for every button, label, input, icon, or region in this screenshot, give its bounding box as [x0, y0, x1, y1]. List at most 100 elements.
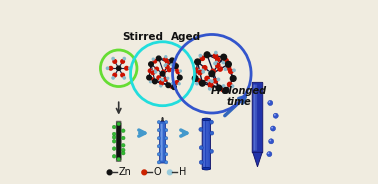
Circle shape	[160, 79, 161, 80]
Circle shape	[153, 60, 156, 63]
FancyBboxPatch shape	[116, 121, 122, 162]
Circle shape	[161, 79, 164, 81]
Circle shape	[112, 57, 114, 60]
Circle shape	[160, 85, 162, 87]
Circle shape	[217, 65, 220, 67]
FancyBboxPatch shape	[116, 121, 122, 162]
Circle shape	[175, 81, 179, 84]
Circle shape	[222, 85, 225, 87]
Circle shape	[160, 81, 163, 84]
Circle shape	[270, 126, 276, 131]
Circle shape	[218, 67, 222, 71]
Circle shape	[164, 145, 168, 148]
Circle shape	[112, 77, 114, 79]
Circle shape	[180, 70, 181, 72]
Circle shape	[203, 66, 207, 70]
Circle shape	[199, 54, 201, 57]
Circle shape	[167, 67, 169, 68]
Circle shape	[195, 59, 200, 65]
FancyBboxPatch shape	[206, 121, 208, 167]
Circle shape	[112, 132, 116, 136]
Circle shape	[274, 114, 276, 116]
Circle shape	[205, 76, 209, 81]
Circle shape	[109, 66, 113, 70]
FancyBboxPatch shape	[208, 121, 210, 167]
Circle shape	[121, 129, 125, 132]
FancyBboxPatch shape	[203, 121, 205, 167]
Circle shape	[271, 127, 273, 128]
FancyBboxPatch shape	[252, 82, 263, 153]
Circle shape	[121, 148, 125, 152]
Circle shape	[166, 61, 169, 64]
Circle shape	[121, 73, 124, 77]
Circle shape	[200, 56, 204, 61]
Circle shape	[153, 79, 157, 84]
Circle shape	[199, 146, 203, 150]
Circle shape	[117, 157, 121, 161]
Text: Zn: Zn	[119, 167, 132, 177]
Circle shape	[178, 75, 182, 80]
Text: Prolonged
time: Prolonged time	[211, 86, 267, 107]
Circle shape	[166, 83, 170, 88]
Circle shape	[209, 84, 213, 88]
Circle shape	[160, 72, 162, 74]
Circle shape	[152, 58, 154, 60]
FancyBboxPatch shape	[161, 124, 163, 161]
Circle shape	[157, 128, 161, 132]
Circle shape	[176, 70, 180, 74]
Circle shape	[157, 76, 160, 79]
Circle shape	[164, 65, 166, 66]
FancyBboxPatch shape	[116, 121, 121, 162]
Circle shape	[112, 125, 116, 129]
Circle shape	[129, 67, 131, 69]
Circle shape	[200, 80, 205, 86]
Circle shape	[112, 139, 116, 143]
Circle shape	[198, 70, 202, 75]
Circle shape	[268, 152, 270, 154]
Circle shape	[231, 85, 234, 87]
Circle shape	[197, 79, 201, 83]
Circle shape	[152, 70, 154, 72]
Circle shape	[210, 131, 214, 135]
Circle shape	[199, 128, 203, 131]
FancyBboxPatch shape	[116, 121, 121, 162]
Circle shape	[220, 87, 225, 91]
Circle shape	[160, 82, 163, 85]
Circle shape	[106, 67, 108, 69]
Circle shape	[164, 128, 168, 132]
Circle shape	[169, 84, 173, 88]
Circle shape	[157, 137, 161, 140]
Circle shape	[157, 161, 161, 164]
Circle shape	[155, 71, 156, 73]
Circle shape	[117, 122, 121, 126]
Circle shape	[178, 83, 180, 85]
Circle shape	[149, 62, 153, 66]
Circle shape	[125, 66, 129, 70]
Circle shape	[229, 69, 233, 73]
Circle shape	[164, 153, 168, 156]
Circle shape	[268, 101, 270, 103]
Circle shape	[215, 57, 220, 62]
Circle shape	[171, 64, 173, 66]
Circle shape	[121, 151, 125, 155]
Circle shape	[154, 70, 156, 72]
Circle shape	[209, 120, 214, 124]
Circle shape	[213, 54, 217, 58]
Circle shape	[123, 77, 125, 79]
Circle shape	[123, 57, 125, 60]
Circle shape	[221, 54, 226, 60]
Circle shape	[204, 52, 210, 58]
FancyBboxPatch shape	[116, 123, 121, 160]
Circle shape	[116, 66, 121, 70]
Circle shape	[224, 68, 226, 70]
Circle shape	[194, 68, 198, 72]
Circle shape	[167, 68, 171, 72]
FancyBboxPatch shape	[254, 84, 255, 151]
Circle shape	[121, 144, 125, 147]
Circle shape	[209, 149, 214, 153]
Circle shape	[172, 85, 176, 89]
Circle shape	[174, 67, 178, 71]
Circle shape	[213, 79, 217, 83]
Circle shape	[172, 69, 175, 71]
Circle shape	[112, 154, 116, 158]
